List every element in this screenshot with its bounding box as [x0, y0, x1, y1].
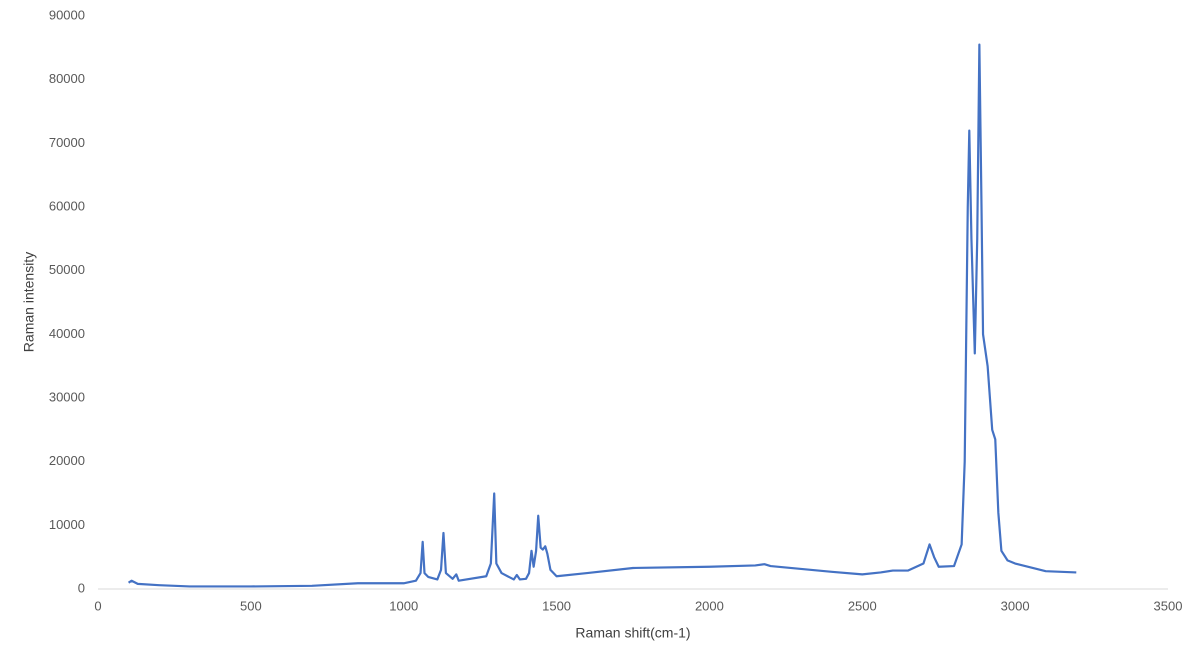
x-tick-label: 1000	[389, 598, 418, 613]
x-tick-label: 3000	[1001, 598, 1030, 613]
x-tick-label: 500	[240, 598, 262, 613]
x-axis-title: Raman shift(cm-1)	[575, 625, 690, 641]
x-tick-label: 0	[94, 598, 101, 613]
y-tick-label: 90000	[49, 7, 85, 22]
x-tick-label: 2500	[848, 598, 877, 613]
y-tick-label: 30000	[49, 389, 85, 404]
x-tick-label: 3500	[1154, 598, 1183, 613]
y-tick-label: 60000	[49, 198, 85, 213]
y-tick-label: 70000	[49, 135, 85, 150]
y-axis-title: Raman intensity	[21, 252, 37, 352]
x-tick-label: 2000	[695, 598, 724, 613]
x-tick-label: 1500	[542, 598, 571, 613]
y-tick-label: 0	[78, 580, 85, 595]
y-tick-label: 10000	[49, 517, 85, 532]
y-tick-label: 40000	[49, 326, 85, 341]
y-tick-label: 80000	[49, 71, 85, 86]
y-tick-label: 50000	[49, 262, 85, 277]
data-line	[127, 43, 1077, 588]
y-tick-label: 20000	[49, 453, 85, 468]
